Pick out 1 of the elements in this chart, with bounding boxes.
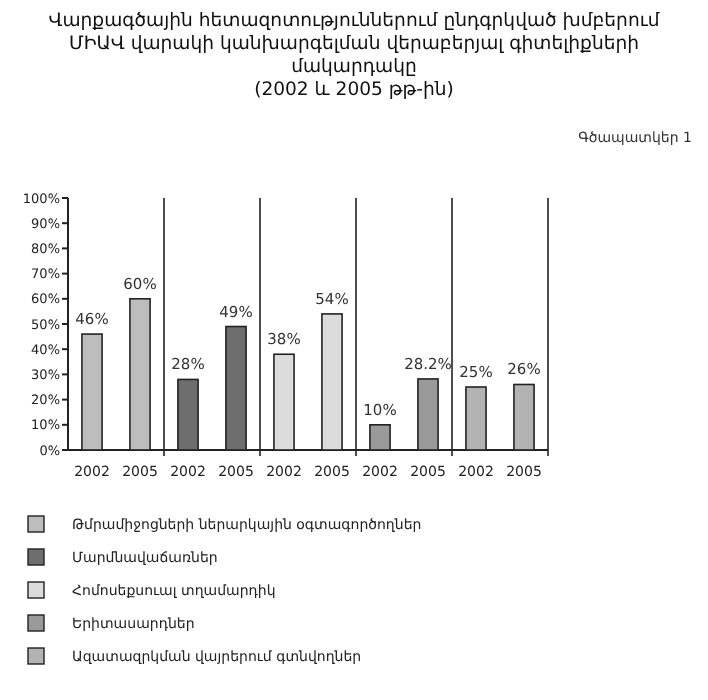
chart-title: Վարքագծային հետազոտություններում ընդգրկված խմբերում ՄԻԱՎ վարակի կանխարգելման վերաբերյալ գիտելիքների մակարդակը (2002 և 2005 թթ-ին) <box>48 10 662 101</box>
